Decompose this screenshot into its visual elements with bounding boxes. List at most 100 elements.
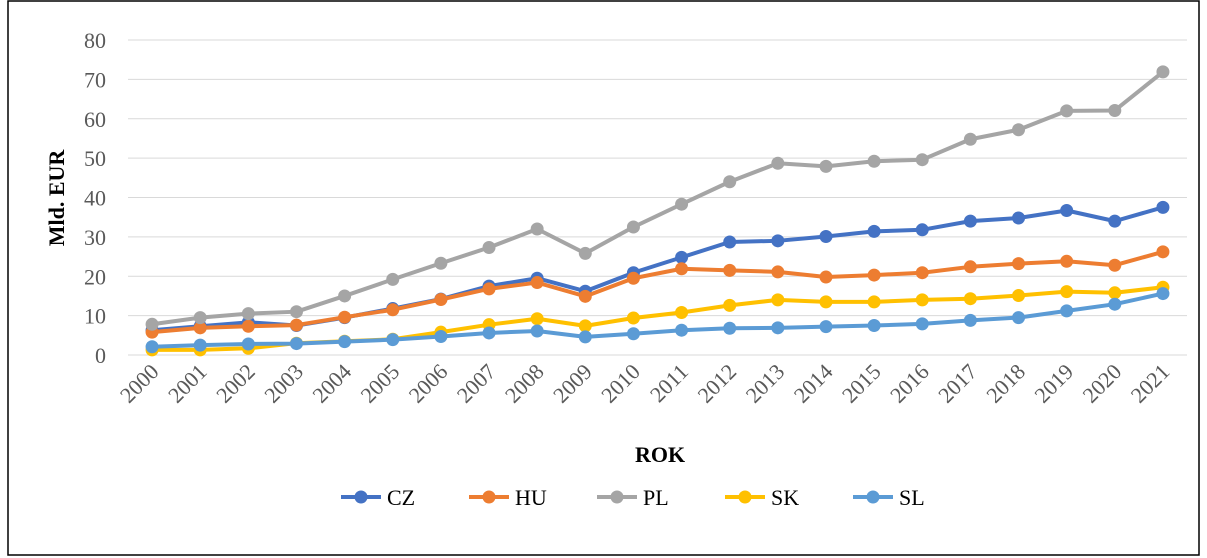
point bbox=[771, 234, 785, 248]
legend-label: SL bbox=[899, 485, 925, 510]
point bbox=[771, 293, 785, 307]
point bbox=[241, 307, 255, 321]
point bbox=[193, 338, 207, 352]
point bbox=[675, 323, 689, 337]
point bbox=[867, 224, 881, 238]
point bbox=[1156, 200, 1170, 214]
point bbox=[241, 319, 255, 333]
point bbox=[386, 303, 400, 317]
point bbox=[530, 324, 544, 338]
legend-marker bbox=[866, 490, 880, 504]
point bbox=[963, 214, 977, 228]
point bbox=[771, 156, 785, 170]
series-line bbox=[151, 249, 1164, 335]
point bbox=[819, 320, 833, 334]
y-tick-label: 20 bbox=[84, 264, 106, 289]
y-tick-label: 0 bbox=[95, 343, 106, 368]
point bbox=[675, 305, 689, 319]
point bbox=[338, 335, 352, 349]
legend-marker bbox=[482, 490, 496, 504]
point bbox=[530, 312, 544, 326]
point bbox=[1108, 103, 1122, 117]
y-tick-label: 40 bbox=[84, 186, 106, 211]
series-line bbox=[152, 291, 1164, 349]
point bbox=[530, 276, 544, 290]
point bbox=[1108, 258, 1122, 272]
legend-marker bbox=[354, 490, 368, 504]
point bbox=[1156, 65, 1170, 79]
point bbox=[915, 153, 929, 167]
point bbox=[1012, 257, 1026, 271]
point bbox=[771, 265, 785, 279]
y-tick-label: 70 bbox=[84, 67, 106, 92]
point bbox=[867, 295, 881, 309]
point bbox=[1156, 287, 1170, 301]
point bbox=[1060, 304, 1074, 318]
point bbox=[819, 270, 833, 284]
point bbox=[1060, 104, 1074, 118]
point bbox=[675, 262, 689, 276]
point bbox=[771, 321, 785, 335]
point bbox=[289, 305, 303, 319]
point bbox=[338, 310, 352, 324]
point bbox=[915, 223, 929, 237]
legend-label: HU bbox=[515, 485, 547, 510]
point bbox=[915, 293, 929, 307]
point bbox=[867, 318, 881, 332]
point bbox=[1060, 285, 1074, 299]
chart-frame bbox=[7, 0, 1200, 556]
point bbox=[1060, 203, 1074, 217]
point bbox=[289, 318, 303, 332]
y-tick-label: 10 bbox=[84, 304, 106, 329]
point bbox=[482, 241, 496, 255]
point bbox=[578, 246, 592, 260]
point bbox=[289, 337, 303, 351]
point bbox=[963, 260, 977, 274]
legend-label: CZ bbox=[387, 485, 415, 510]
point bbox=[626, 327, 640, 341]
point bbox=[963, 313, 977, 327]
point bbox=[963, 292, 977, 306]
y-tick-label: 50 bbox=[84, 146, 106, 171]
x-axis-title: ROK bbox=[635, 442, 685, 467]
y-tick-label: 80 bbox=[84, 28, 106, 53]
series-line bbox=[151, 70, 1165, 327]
point bbox=[386, 272, 400, 286]
point bbox=[193, 321, 207, 335]
point bbox=[819, 229, 833, 243]
point bbox=[1108, 297, 1122, 311]
point bbox=[723, 235, 737, 249]
point bbox=[434, 329, 448, 343]
legend-marker bbox=[610, 490, 624, 504]
point bbox=[626, 271, 640, 285]
point bbox=[1060, 254, 1074, 268]
point bbox=[434, 256, 448, 270]
point bbox=[193, 311, 207, 325]
point bbox=[241, 337, 255, 351]
point bbox=[867, 154, 881, 168]
point bbox=[626, 311, 640, 325]
point bbox=[1012, 311, 1026, 325]
point bbox=[578, 289, 592, 303]
point bbox=[1108, 286, 1122, 300]
point bbox=[482, 282, 496, 296]
point bbox=[675, 250, 689, 264]
point bbox=[819, 159, 833, 173]
point bbox=[915, 266, 929, 280]
point bbox=[963, 132, 977, 146]
y-tick-label: 30 bbox=[84, 225, 106, 250]
point bbox=[1012, 123, 1026, 137]
point bbox=[386, 333, 400, 347]
point bbox=[723, 321, 737, 335]
point bbox=[145, 340, 159, 354]
point bbox=[338, 289, 352, 303]
point bbox=[1012, 289, 1026, 303]
point bbox=[915, 317, 929, 331]
y-tick-label: 60 bbox=[84, 107, 106, 132]
legend-marker bbox=[738, 490, 752, 504]
point bbox=[578, 319, 592, 333]
point bbox=[723, 175, 737, 189]
point bbox=[530, 222, 544, 236]
point bbox=[675, 197, 689, 211]
